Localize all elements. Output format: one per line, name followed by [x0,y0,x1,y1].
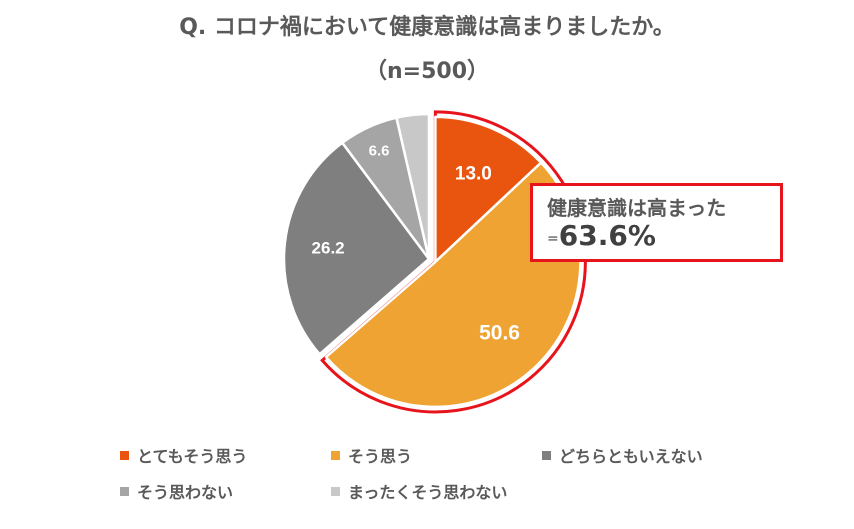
data-label-neutral: 26.2 [312,239,345,258]
pie-slice-neutral [282,141,431,356]
callout-value: 63.6% [558,219,656,252]
callout-total: =63.6% [547,219,780,252]
highlight-callout: 健康意識は高まった =63.6% [530,183,783,262]
data-label-very-much: 13.0 [455,164,492,185]
callout-equals-sign: = [547,231,559,247]
pie-slice-very-much [434,115,543,264]
data-label-not-really: 6.6 [369,143,390,160]
callout-heading: 健康意識は高まった [547,196,727,220]
chart-subtitle: （n=500） [364,59,490,84]
data-label-somewhat: 50.6 [479,321,520,344]
pie-slice-not-at-all [395,112,431,261]
chart-title: Q. コロナ禍において健康意識は高まりましたか。 [179,15,675,40]
